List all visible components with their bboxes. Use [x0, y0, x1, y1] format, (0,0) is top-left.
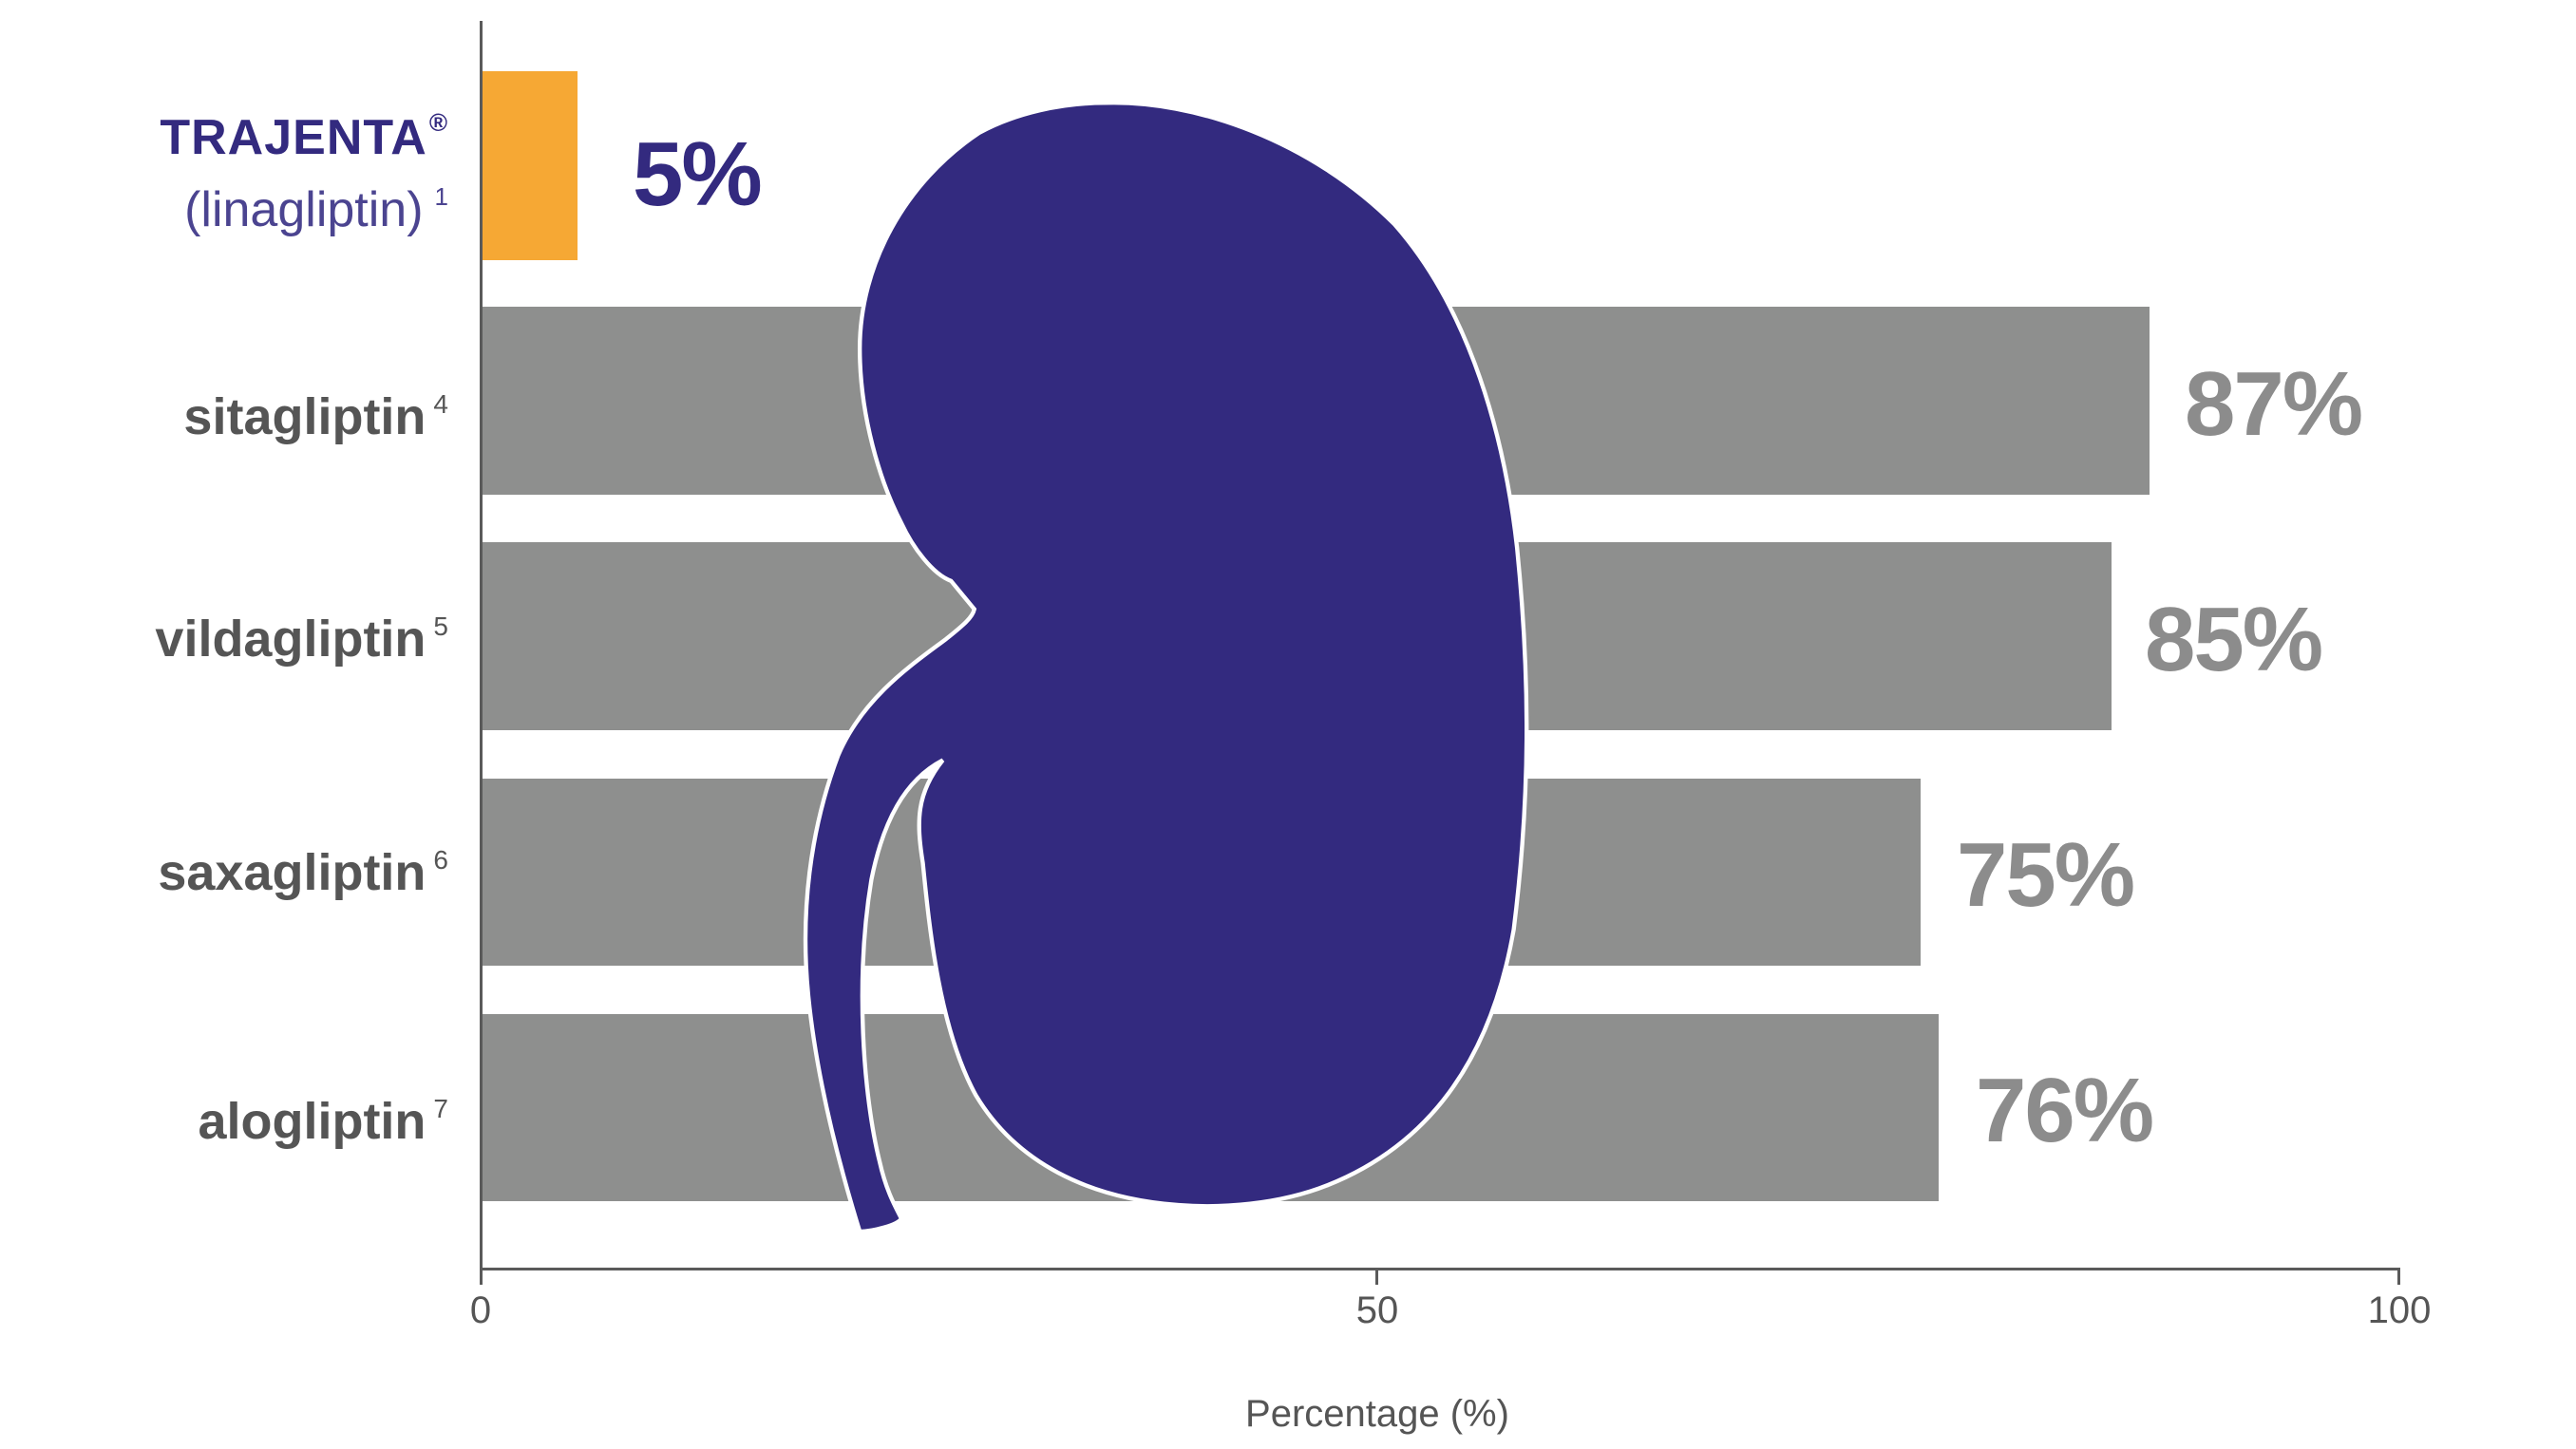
label-sitagliptin-ref: 4 — [433, 389, 448, 419]
brand-name-text: TRAJENTA — [160, 110, 427, 165]
bar-vildagliptin — [483, 542, 2112, 730]
label-alogliptin-text: alogliptin — [198, 1093, 426, 1150]
label-saxagliptin-text: saxagliptin — [158, 844, 426, 901]
label-sitagliptin: sitagliptin 4 — [183, 376, 448, 445]
brand-generic: (linagliptin) 1 — [160, 167, 448, 239]
brand-name: TRAJENTA® — [160, 93, 448, 167]
brand-reference: 1 — [434, 182, 448, 211]
bar-sitagliptin — [483, 307, 2150, 495]
label-vildagliptin: vildagliptin 5 — [155, 598, 448, 668]
x-tick-0 — [480, 1268, 483, 1285]
registered-mark: ® — [428, 108, 448, 137]
x-tick-label-50: 50 — [1355, 1289, 1399, 1331]
x-tick-label-100: 100 — [2367, 1289, 2432, 1331]
x-axis-title: Percentage (%) — [1245, 1393, 1509, 1435]
value-alogliptin: 76% — [1976, 1060, 2154, 1161]
y-axis-line — [480, 21, 483, 1270]
value-saxagliptin: 75% — [1957, 824, 2135, 926]
x-axis-line — [480, 1268, 2400, 1270]
label-sitagliptin-text: sitagliptin — [183, 388, 426, 445]
label-trajenta: TRAJENTA® (linagliptin) 1 — [160, 93, 448, 239]
label-saxagliptin: saxagliptin 6 — [158, 832, 448, 901]
label-vildagliptin-ref: 5 — [433, 612, 448, 641]
label-saxagliptin-ref: 6 — [433, 845, 448, 875]
bar-alogliptin — [483, 1014, 1939, 1201]
value-sitagliptin: 87% — [2185, 353, 2363, 455]
label-alogliptin: alogliptin 7 — [198, 1081, 448, 1150]
x-tick-label-0: 0 — [469, 1289, 492, 1331]
bar-trajenta — [483, 71, 578, 260]
x-tick-50 — [1375, 1268, 1378, 1285]
value-trajenta: 5% — [633, 123, 763, 225]
label-alogliptin-ref: 7 — [433, 1094, 448, 1123]
value-vildagliptin: 85% — [2145, 589, 2323, 690]
brand-generic-text: (linagliptin) — [184, 182, 424, 237]
label-vildagliptin-text: vildagliptin — [155, 611, 426, 668]
bar-saxagliptin — [483, 779, 1921, 966]
x-tick-100 — [2397, 1268, 2400, 1285]
